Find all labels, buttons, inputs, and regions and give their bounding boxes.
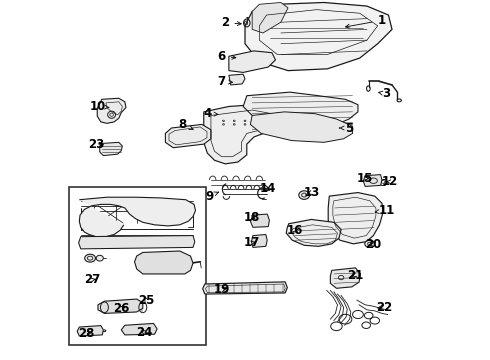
Text: 3: 3 [379,87,391,100]
Text: 14: 14 [260,183,276,195]
Text: 11: 11 [375,204,395,217]
Ellipse shape [85,254,96,262]
Polygon shape [328,193,383,244]
Text: 15: 15 [357,172,373,185]
Polygon shape [204,105,279,164]
Polygon shape [98,299,143,314]
Polygon shape [79,197,196,237]
Polygon shape [166,125,211,148]
Polygon shape [250,214,270,227]
Text: 10: 10 [90,100,109,113]
Polygon shape [286,220,341,246]
Text: 24: 24 [136,326,153,339]
Text: 28: 28 [78,327,95,340]
Polygon shape [252,3,288,33]
Polygon shape [245,3,392,71]
Text: 8: 8 [178,118,193,131]
Ellipse shape [96,255,103,261]
Text: 19: 19 [214,283,230,296]
Polygon shape [122,323,157,335]
Polygon shape [203,282,287,294]
Polygon shape [78,235,195,249]
Polygon shape [330,268,361,288]
Text: 13: 13 [303,186,319,199]
Text: 26: 26 [113,302,129,315]
Text: 12: 12 [382,175,398,188]
Text: 1: 1 [345,14,385,28]
Text: 18: 18 [243,211,260,224]
Text: 27: 27 [84,273,101,286]
Polygon shape [229,74,245,85]
Text: 7: 7 [218,75,233,88]
Text: 22: 22 [376,301,392,314]
Text: 20: 20 [365,238,382,251]
Text: 2: 2 [221,17,241,30]
Text: 23: 23 [88,138,104,150]
Text: 25: 25 [138,294,154,307]
Polygon shape [364,175,382,186]
Text: 5: 5 [339,122,353,135]
Polygon shape [97,98,126,123]
Text: 17: 17 [244,236,260,249]
Ellipse shape [299,191,310,199]
Text: 9: 9 [205,190,219,203]
Polygon shape [135,251,193,274]
Text: 6: 6 [218,50,236,63]
Polygon shape [251,234,267,247]
Text: 16: 16 [286,224,303,237]
Bar [69,187,205,345]
Polygon shape [229,51,275,72]
Polygon shape [243,92,358,126]
Polygon shape [250,112,353,142]
Text: 21: 21 [347,269,364,282]
Ellipse shape [365,240,375,247]
Polygon shape [100,142,122,156]
Polygon shape [77,325,103,336]
Text: 4: 4 [203,107,218,120]
